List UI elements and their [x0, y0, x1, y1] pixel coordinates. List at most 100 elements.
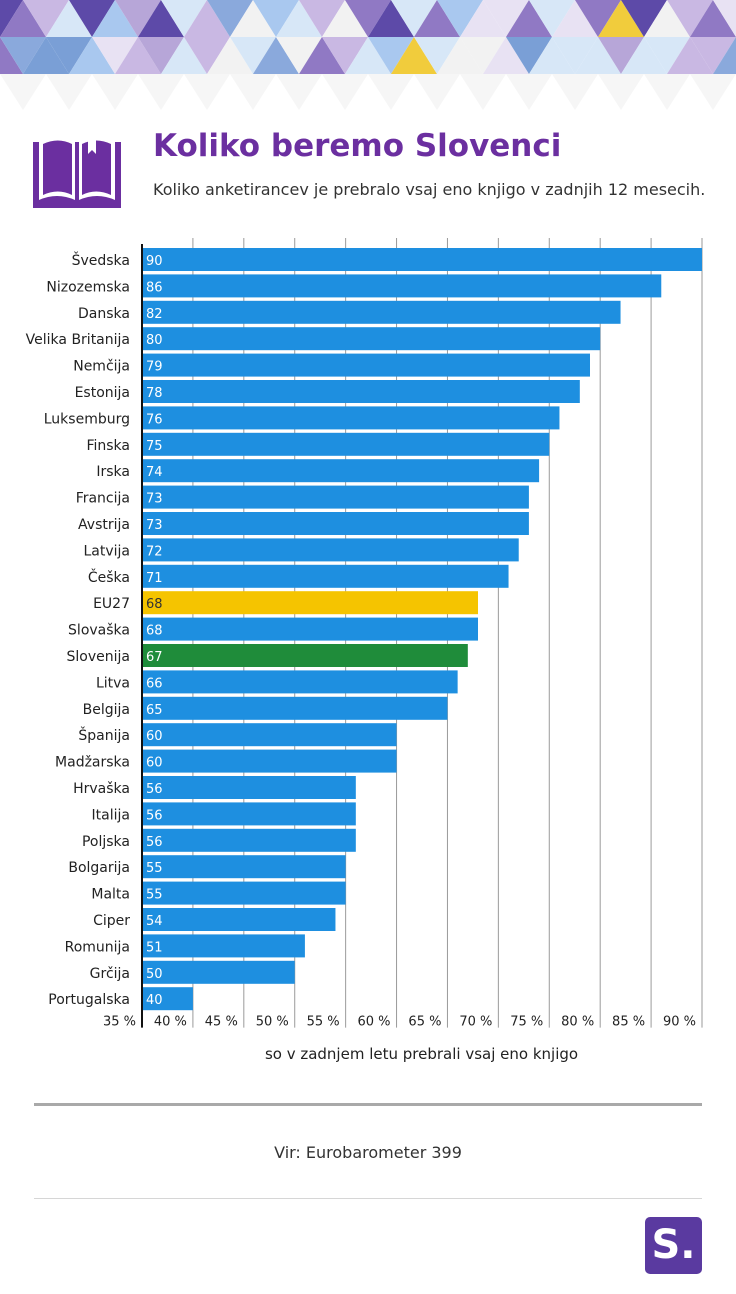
banner-triangle [437, 0, 483, 37]
x-axis-title: so v zadnjem letu prebrali vsaj eno knji… [264, 1045, 579, 1063]
banner-triangle-faint [690, 74, 736, 110]
category-label: Nizozemska [46, 279, 130, 295]
bar [143, 300, 621, 324]
category-label: Litva [96, 675, 130, 691]
category-label: Bolgarija [68, 860, 130, 876]
category-label: Madžarska [55, 755, 130, 771]
banner-triangle [644, 0, 690, 37]
value-label: 73 [146, 518, 163, 533]
value-label: 55 [146, 888, 163, 903]
banner-triangle [414, 37, 460, 74]
banner-triangle [368, 37, 414, 74]
banner-triangle [161, 37, 207, 74]
banner-triangle [667, 0, 713, 37]
bar [143, 512, 529, 535]
value-label: 67 [146, 650, 163, 665]
banner-triangle-faint [506, 74, 552, 110]
x-tick-label: 85 % [612, 1015, 645, 1030]
bar [143, 723, 397, 747]
bar [143, 485, 529, 509]
bar [143, 248, 702, 271]
banner-triangle [529, 0, 575, 37]
x-tick-label: 80 % [561, 1015, 594, 1030]
value-label: 82 [146, 307, 163, 322]
category-label: Romunija [65, 939, 130, 955]
banner-triangle [713, 0, 736, 37]
x-tick-label: 50 % [256, 1015, 289, 1030]
banner-triangle [414, 0, 460, 37]
bar [143, 380, 580, 403]
banner-triangle [161, 0, 207, 37]
x-tick-label: 90 % [663, 1015, 696, 1030]
x-tick-label: 45 % [205, 1015, 238, 1030]
x-tick-label: 65 % [408, 1015, 441, 1030]
value-label: 86 [146, 280, 163, 295]
value-label: 65 [146, 703, 163, 718]
banner-triangle [552, 0, 598, 37]
category-label: Češka [88, 568, 130, 586]
category-label: Španija [78, 726, 130, 744]
value-label: 74 [146, 465, 163, 480]
banner-triangle [46, 37, 92, 74]
banner-triangle [138, 37, 184, 74]
bar [143, 960, 295, 984]
banner-triangle [322, 0, 368, 37]
value-label: 72 [146, 544, 163, 559]
banner-triangle [506, 0, 552, 37]
banner-triangle [529, 37, 575, 74]
banner-triangle [299, 0, 345, 37]
banner-triangle [575, 37, 621, 74]
banner-triangle [253, 0, 299, 37]
bar [143, 828, 356, 852]
banner-triangle [713, 37, 736, 74]
value-label: 75 [146, 439, 163, 454]
value-label: 54 [146, 914, 163, 929]
banner-triangle-faint [598, 74, 644, 110]
banner-triangle-faint [276, 74, 322, 110]
banner-triangle [460, 37, 506, 74]
bar [143, 432, 550, 456]
value-label: 80 [146, 333, 163, 348]
value-label: 60 [146, 729, 163, 744]
banner-triangle [46, 0, 92, 37]
category-label: Velika Britanija [26, 332, 130, 348]
banner-triangle [0, 37, 46, 74]
banner-triangle [391, 0, 437, 37]
chart-title: Koliko beremo Slovenci [153, 128, 562, 164]
x-tick-label: 60 % [358, 1015, 391, 1030]
category-label: Francija [76, 491, 130, 507]
banner-triangle-faint [230, 74, 276, 110]
banner-triangle [644, 37, 690, 74]
banner-triangle [368, 0, 414, 37]
chart-subtitle: Koliko anketirancev je prebralo vsaj eno… [153, 180, 706, 199]
value-label: 76 [146, 412, 163, 427]
banner-triangle [69, 0, 115, 37]
banner-triangle [437, 37, 483, 74]
divider-thin [34, 1198, 702, 1199]
banner-triangle [621, 0, 667, 37]
bar-chart: Švedska 90 Nizozemska 86 Danska 82 Velika Brit… [26, 238, 703, 1030]
banner-triangle [575, 0, 621, 37]
bar [143, 934, 305, 958]
banner-triangle [115, 37, 161, 74]
category-label: EU27 [93, 596, 130, 612]
value-label: 79 [146, 360, 163, 375]
open-book-icon [33, 136, 121, 208]
banner-triangle-faint [644, 74, 690, 110]
banner-triangle [92, 37, 138, 74]
banner-triangle [667, 37, 713, 74]
banner-triangle-faint [0, 74, 46, 110]
x-tick-label: 40 % [154, 1015, 187, 1030]
category-label: Finska [86, 438, 130, 454]
banner-triangle-faint [552, 74, 598, 110]
category-label: Irska [96, 464, 130, 480]
category-label: Luksemburg [44, 411, 130, 427]
banner-triangle [115, 0, 161, 37]
banner-triangle-faint [46, 74, 92, 110]
brand-logo[interactable]: S. [645, 1217, 702, 1274]
bar [143, 644, 468, 667]
category-label: Malta [91, 887, 130, 903]
banner-triangle [483, 0, 529, 37]
category-label: Slovenija [67, 649, 130, 665]
banner-triangle [598, 37, 644, 74]
